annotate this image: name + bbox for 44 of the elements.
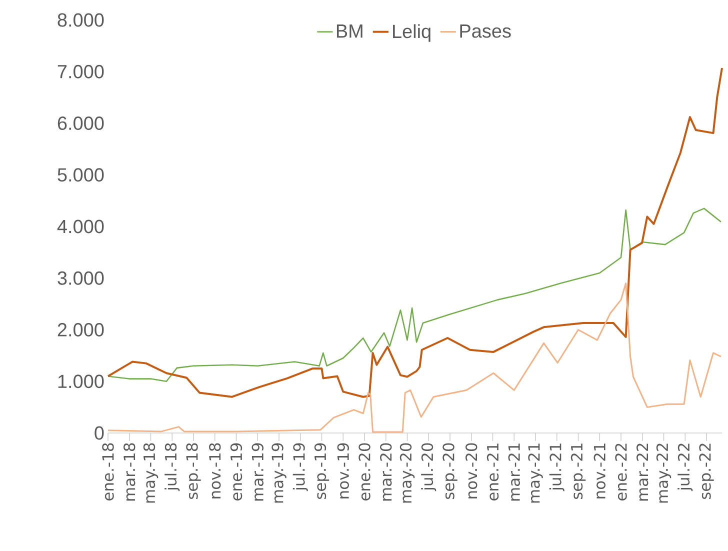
x-tick-label: ene.-20 bbox=[358, 443, 370, 500]
x-tick-label: jul.-19 bbox=[292, 443, 308, 492]
x-tick-label: nov.-19 bbox=[337, 443, 349, 498]
y-tick-label: 2.000 bbox=[58, 323, 104, 336]
x-tick-label: mar.-21 bbox=[508, 444, 520, 501]
x-tick-label: nov.-20 bbox=[466, 443, 478, 498]
y-tick-label: 7.000 bbox=[58, 64, 104, 78]
y-tick-label: 8.000 bbox=[58, 13, 104, 27]
x-tick-label: sep.-18 bbox=[186, 443, 201, 500]
x-tick-label: mar.-20 bbox=[380, 443, 392, 501]
x-tick-label: sep.-21 bbox=[570, 444, 586, 500]
y-tick-label: 6.000 bbox=[58, 116, 104, 130]
y-tick-label: 1.000 bbox=[58, 374, 104, 388]
x-tick-label: sep.-22 bbox=[699, 444, 714, 500]
y-tick-label: 5.000 bbox=[58, 168, 104, 182]
x-tick-label: may.-20 bbox=[400, 443, 415, 503]
x-tick-label: jul.-18 bbox=[164, 443, 180, 492]
x-tick-label: mar.-18 bbox=[124, 443, 136, 501]
legend-label: Pases bbox=[460, 24, 511, 38]
legend-label: Leliq bbox=[393, 24, 430, 42]
x-tick-label: may.-22 bbox=[656, 444, 672, 503]
x-tick-label: mar.-22 bbox=[636, 444, 648, 501]
x-tick-label: may.-19 bbox=[272, 443, 286, 503]
x-tick-label: ene.-21 bbox=[486, 444, 499, 500]
x-tick-label: ene.-18 bbox=[102, 443, 114, 500]
y-tick-label: 4.000 bbox=[57, 220, 104, 234]
x-tick-label: may.-21 bbox=[528, 444, 543, 503]
x-tick-label: sep.-19 bbox=[314, 443, 330, 500]
x-tick-label: jul.-22 bbox=[678, 444, 693, 492]
x-tick-label: nov.-21 bbox=[594, 444, 606, 498]
line-series bbox=[107, 282, 722, 433]
x-tick-label: may.-18 bbox=[143, 443, 158, 503]
legend-label: BM bbox=[336, 24, 362, 38]
y-tick-label: 0 bbox=[94, 426, 104, 440]
x-tick-label: ene.-22 bbox=[615, 444, 627, 500]
line-series bbox=[107, 67, 724, 398]
x-tick-label: jul.-21 bbox=[549, 444, 564, 492]
x-tick-label: nov.-18 bbox=[209, 443, 221, 498]
y-tick-label: 3.000 bbox=[58, 271, 104, 285]
x-tick-label: ene.-19 bbox=[230, 443, 242, 500]
x-tick-label: mar.-19 bbox=[252, 443, 264, 501]
line-series bbox=[107, 208, 722, 382]
x-tick-label: sep.-20 bbox=[442, 443, 458, 500]
x-tick-label: jul.-20 bbox=[421, 443, 436, 492]
